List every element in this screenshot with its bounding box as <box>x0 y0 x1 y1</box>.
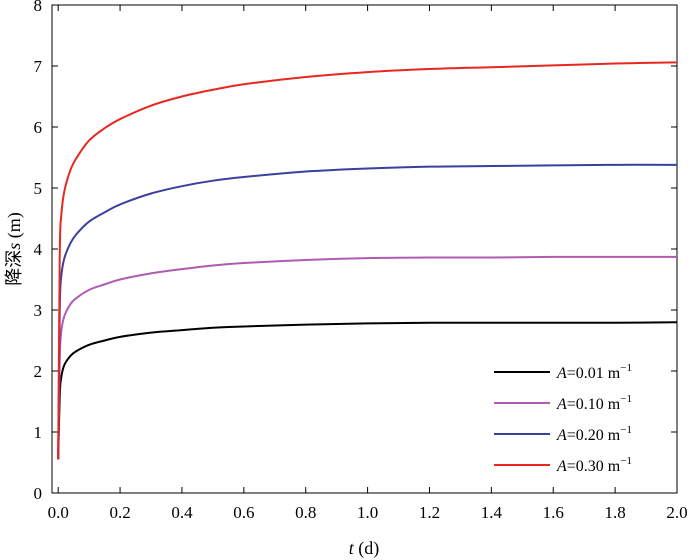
legend-label-var: A <box>556 396 567 413</box>
x-tick-label: 1.0 <box>357 503 378 522</box>
x-tick-label: 0.8 <box>295 503 316 522</box>
x-tick-label: 0.6 <box>233 503 254 522</box>
y-axis-ticks: 0 1 2 3 4 5 6 7 8 <box>34 0 677 503</box>
x-tick-label: 1.2 <box>419 503 440 522</box>
y-axis-title-unit: (m) <box>4 212 25 243</box>
legend-label-exponent: −1 <box>620 393 632 405</box>
legend-label-2: A=0.20 m−1 <box>556 424 632 444</box>
legend: A=0.01 m−1A=0.10 m−1A=0.20 m−1A=0.30 m−1 <box>494 362 632 475</box>
series-line-2 <box>57 163 678 460</box>
y-tick-label: 3 <box>34 301 43 320</box>
y-tick-label: 5 <box>34 179 43 198</box>
legend-label-0: A=0.01 m−1 <box>556 362 632 382</box>
legend-label-value: =0.10 m <box>567 396 621 413</box>
x-tick-label: 2.0 <box>666 503 687 522</box>
legend-label-var: A <box>556 427 567 444</box>
y-axis-title: 降深s (m) <box>4 212 25 286</box>
series-line-3 <box>57 61 678 460</box>
legend-label-exponent: −1 <box>620 424 632 436</box>
y-axis-title-var: s <box>4 243 24 250</box>
series-line-0 <box>57 321 678 460</box>
legend-label-var: A <box>556 365 567 382</box>
x-axis-title-var: t <box>349 538 355 558</box>
y-tick-label: 7 <box>34 57 43 76</box>
legend-label-1: A=0.10 m−1 <box>556 393 632 413</box>
x-axis-title: t (d) <box>349 538 380 559</box>
x-axis-ticks: 0.0 0.2 0.4 0.6 0.8 1.0 1.2 1.4 1.6 1.8 2.0 <box>48 5 688 522</box>
x-tick-label: 0.2 <box>109 503 130 522</box>
y-tick-label: 6 <box>34 118 43 137</box>
legend-label-value: =0.20 m <box>567 427 621 444</box>
y-tick-label: 4 <box>34 240 43 259</box>
legend-label-exponent: −1 <box>620 455 632 467</box>
y-tick-label: 1 <box>34 423 43 442</box>
legend-label-value: =0.01 m <box>567 365 621 382</box>
series-lines <box>57 61 678 460</box>
x-tick-label: 0.4 <box>171 503 193 522</box>
x-axis-title-unit: (d) <box>354 538 380 559</box>
y-axis-title-prefix: 降深 <box>4 250 24 286</box>
x-tick-label: 1.8 <box>604 503 625 522</box>
y-tick-label: 8 <box>34 0 43 15</box>
plot-frame <box>51 4 678 494</box>
series-line-1 <box>57 255 677 460</box>
legend-label-var: A <box>556 458 567 475</box>
y-tick-label: 2 <box>34 362 43 381</box>
x-tick-label: 1.4 <box>481 503 503 522</box>
legend-label-value: =0.30 m <box>567 458 621 475</box>
legend-label-3: A=0.30 m−1 <box>556 455 632 475</box>
y-tick-label: 0 <box>34 484 43 503</box>
x-tick-label: 1.6 <box>543 503 564 522</box>
legend-label-exponent: −1 <box>620 362 632 374</box>
x-tick-label: 0.0 <box>48 503 69 522</box>
